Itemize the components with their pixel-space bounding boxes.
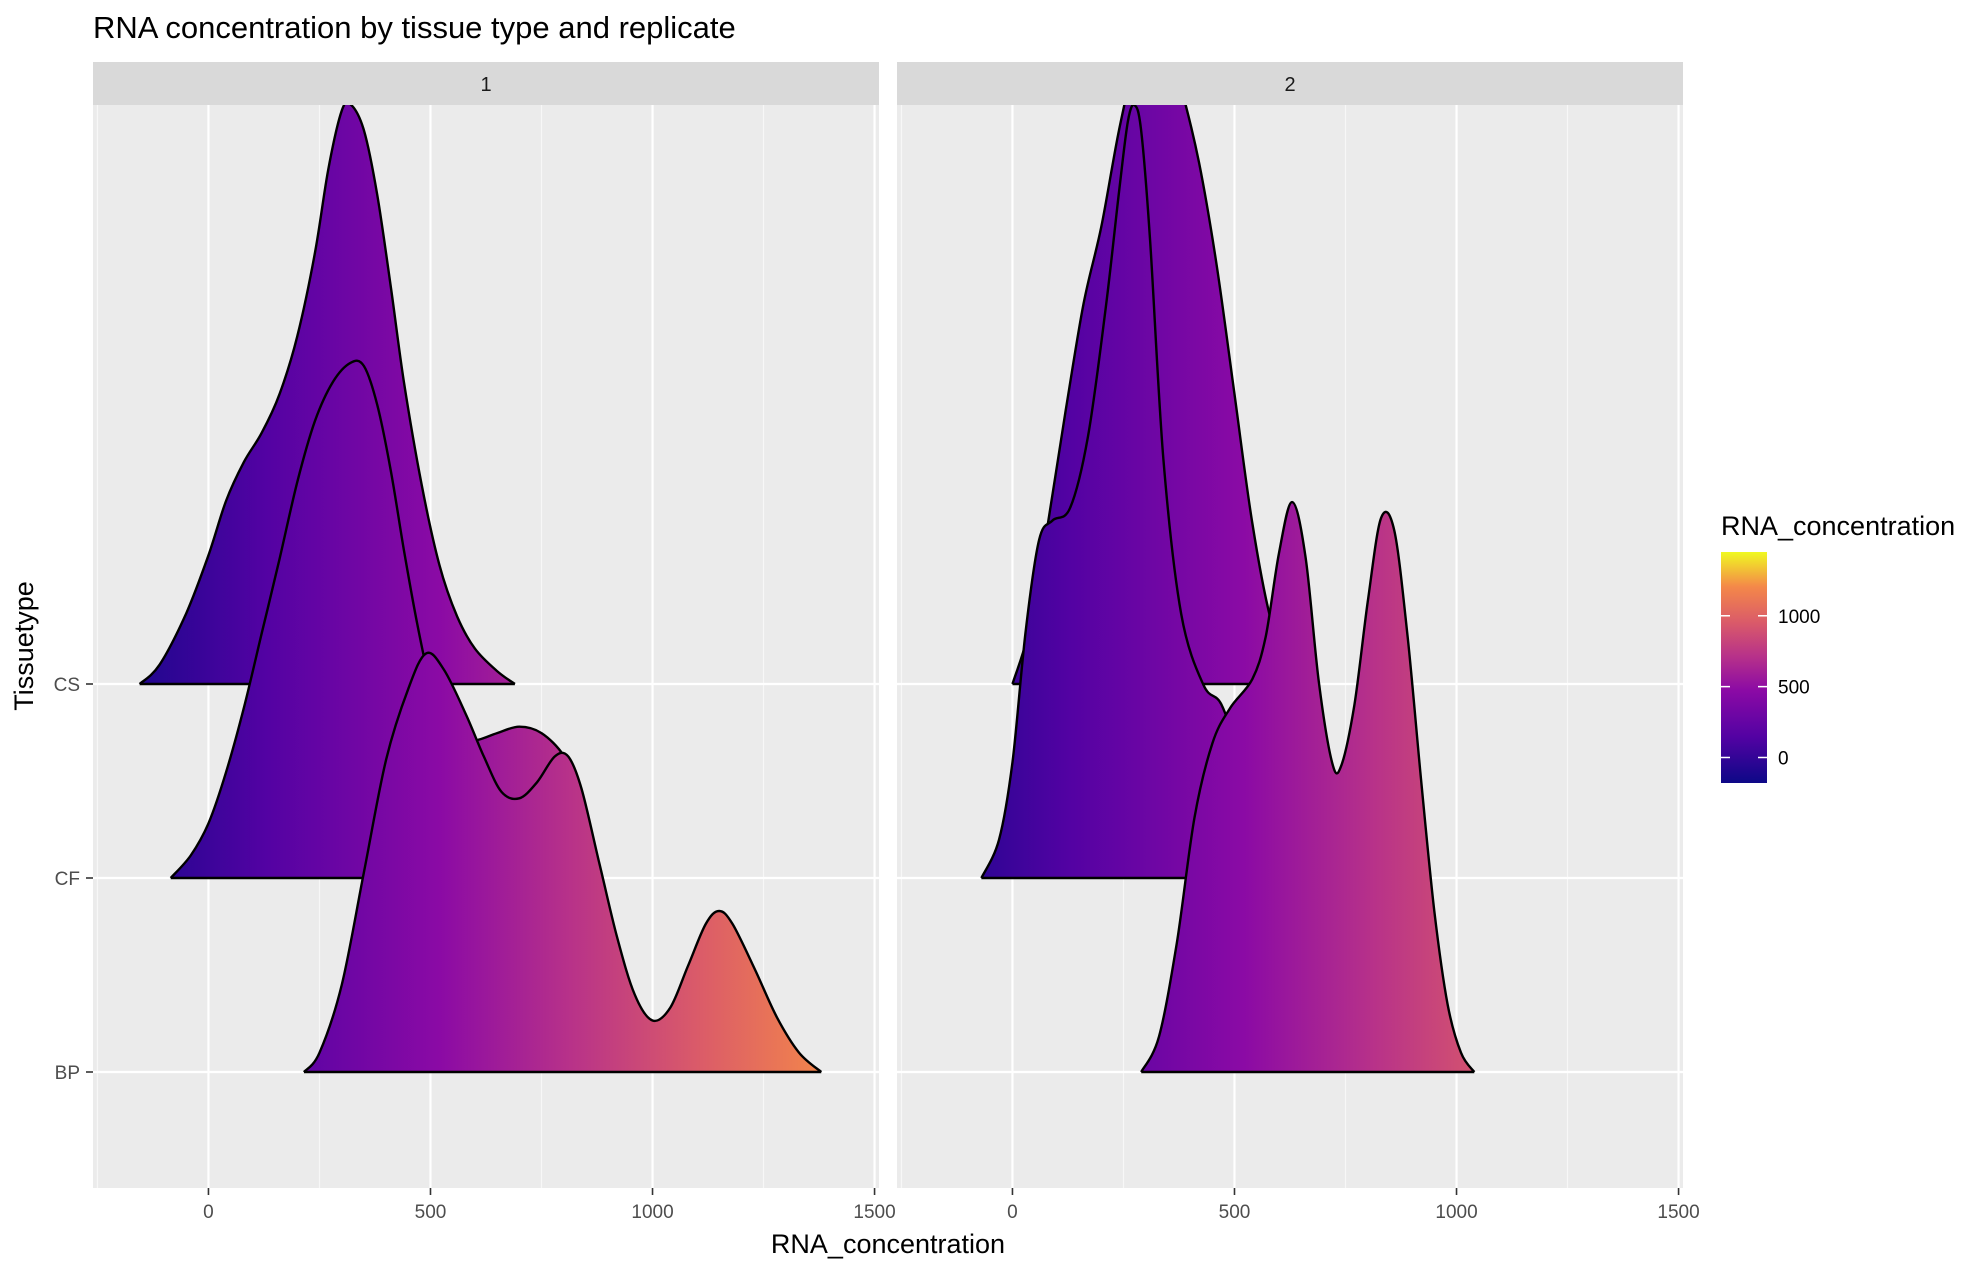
- ridge-outline-CS-replicate-2: [1011, 105, 1303, 685]
- ridge-BP-replicate-2: [1141, 502, 1475, 1073]
- y-axis: BP CF CS: [54, 675, 93, 1084]
- ridge-outline-CF-replicate-2: [980, 105, 1285, 879]
- ridge-outline-CF-replicate-1: [169, 359, 601, 879]
- x-tick-label: 0: [1007, 1202, 1018, 1223]
- facet-strip-2: [897, 62, 1683, 105]
- x-tick-label: 1500: [853, 1202, 895, 1223]
- x-tick-label: 0: [203, 1202, 214, 1223]
- ridge-CF-replicate-1: [170, 360, 600, 879]
- facet-label-1: 1: [480, 74, 491, 96]
- x-tick-label: 1500: [1657, 1202, 1699, 1223]
- chart-title: RNA concentration by tissue type and rep…: [93, 10, 736, 45]
- ridge-CF-replicate-2: [981, 105, 1284, 878]
- x-tick-label: 500: [1219, 1202, 1251, 1223]
- legend-ticks: 0 500 1000: [1721, 607, 1820, 769]
- legend-tick-label: 500: [1778, 678, 1810, 699]
- x-axis-panel-1: 0 500 1000 1500: [203, 1188, 896, 1223]
- y-tick-label: CF: [55, 869, 80, 890]
- legend-title: RNA_concentration: [1721, 511, 1955, 541]
- ridge-outline-CS-replicate-1: [138, 105, 516, 685]
- y-tick-label: BP: [55, 1063, 80, 1084]
- ridges-panel-2: [980, 105, 1476, 1074]
- facet-label-2: 2: [1284, 74, 1295, 96]
- legend-colorbar: [1721, 552, 1767, 783]
- facet-strip-1: [93, 62, 879, 105]
- x-tick-label: 1000: [1435, 1202, 1477, 1223]
- y-tick-label: CS: [54, 675, 80, 696]
- x-tick-label: 500: [415, 1202, 447, 1223]
- color-legend: RNA_concentration 0 500 1000: [1721, 511, 1955, 783]
- ridge-BP-replicate-1: [303, 652, 822, 1072]
- x-axis-title: RNA_concentration: [771, 1229, 1005, 1259]
- ridge-outline-BP-replicate-2: [1140, 500, 1476, 1073]
- legend-tick-label: 0: [1778, 748, 1789, 769]
- legend-tick-label: 1000: [1778, 607, 1820, 628]
- ridge-outline-BP-replicate-1: [302, 651, 823, 1073]
- x-axis-panel-2: 0 500 1000 1500: [1007, 1188, 1700, 1223]
- y-axis-title: Tissuetype: [9, 581, 39, 711]
- ridges-panel-1: [138, 105, 823, 1074]
- x-tick-label: 1000: [631, 1202, 673, 1223]
